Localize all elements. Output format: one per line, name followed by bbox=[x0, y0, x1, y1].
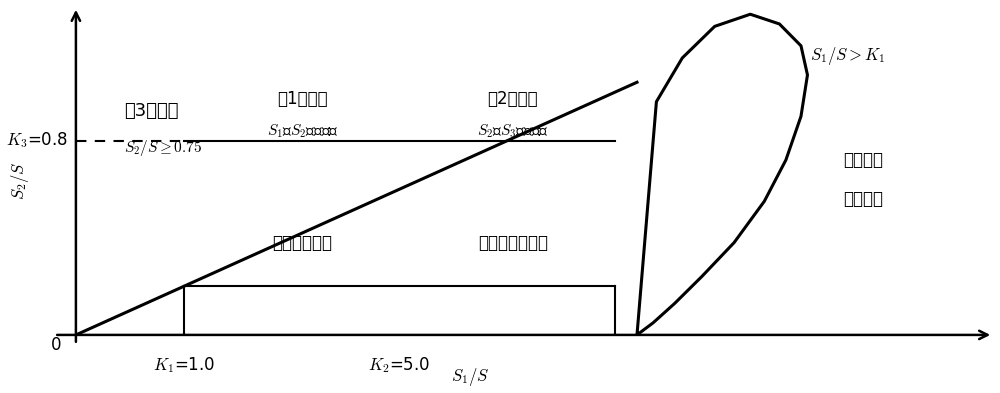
Text: 通信故障: 通信故障 bbox=[844, 151, 884, 169]
Text: $S_2/S\geq0.75$: $S_2/S\geq0.75$ bbox=[124, 138, 203, 158]
Text: $K_1$=1.0: $K_1$=1.0 bbox=[153, 356, 215, 375]
Text: 第3种遮断: 第3种遮断 bbox=[124, 103, 179, 120]
Text: $S_1$和$S_2$相邻遮断: $S_1$和$S_2$相邻遮断 bbox=[267, 122, 338, 140]
Text: 热电偶故障报警: 热电偶故障报警 bbox=[478, 233, 548, 252]
Text: 0: 0 bbox=[51, 336, 62, 354]
Text: $K_3$=0.8: $K_3$=0.8 bbox=[6, 130, 67, 151]
Text: 燃烧检测报警: 燃烧检测报警 bbox=[272, 233, 332, 252]
Text: 第1种遮断: 第1种遮断 bbox=[277, 90, 328, 108]
Text: $S_2$和$S_3$相邻遮断: $S_2$和$S_3$相邻遮断 bbox=[477, 122, 549, 140]
Text: $S_1/S>K_1$: $S_1/S>K_1$ bbox=[810, 44, 885, 66]
Text: $S_2/S$: $S_2/S$ bbox=[9, 162, 31, 200]
Text: $S_1/S$: $S_1/S$ bbox=[451, 367, 489, 389]
Text: 也需遮断: 也需遮断 bbox=[844, 190, 884, 208]
Text: 第2种遮断: 第2种遮断 bbox=[488, 90, 538, 108]
Text: $K_2$=5.0: $K_2$=5.0 bbox=[368, 356, 431, 375]
